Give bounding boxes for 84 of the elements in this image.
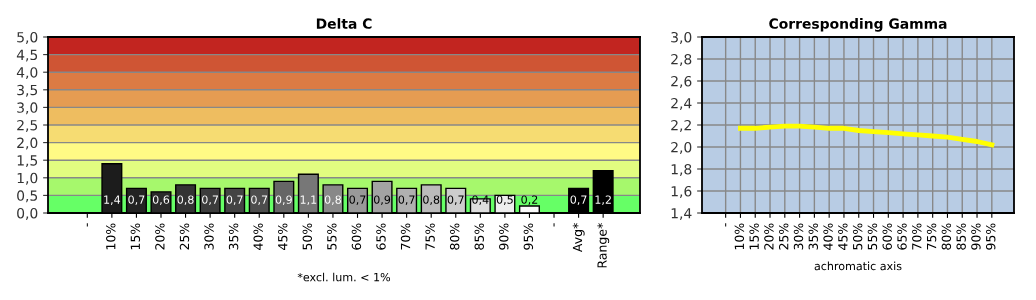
y-tick-label: 2,0 bbox=[671, 141, 692, 154]
x-tick-label: 20% bbox=[155, 223, 165, 250]
x-tick-label: 10% bbox=[734, 223, 745, 250]
y-tick-label: 2,0 bbox=[17, 137, 38, 150]
y-tick-label: 5,0 bbox=[17, 31, 38, 44]
x-tick-label: 70% bbox=[912, 223, 922, 250]
data-label: 0,7 bbox=[226, 195, 243, 205]
x-tick-label: 90% bbox=[499, 223, 509, 250]
x-tick-label: 15% bbox=[130, 223, 141, 250]
x-tick-label: 40% bbox=[253, 223, 263, 250]
y-tick-label: 3,0 bbox=[671, 31, 692, 44]
x-tick-label: 55% bbox=[327, 223, 337, 250]
y-tick-label: 4,5 bbox=[16, 49, 38, 62]
x-tick-label: 20% bbox=[764, 223, 774, 250]
y-tick-label: 1,0 bbox=[17, 172, 38, 185]
x-tick-label: 80% bbox=[449, 223, 460, 250]
y-tick-label: 0,5 bbox=[17, 190, 38, 203]
x-tick-label: 60% bbox=[351, 223, 362, 250]
x-tick-label: 75% bbox=[926, 223, 937, 250]
x-tick-label: 85% bbox=[474, 223, 484, 250]
x-tick-label: 95% bbox=[985, 223, 996, 250]
data-label: 0,7 bbox=[128, 195, 145, 205]
chart-title: Delta C bbox=[316, 18, 372, 29]
x-axis-title: achromatic axis bbox=[814, 261, 902, 271]
data-label: 1,2 bbox=[595, 195, 611, 205]
x-tick-label: 65% bbox=[376, 223, 386, 250]
x-tick-label: 85% bbox=[956, 223, 966, 250]
y-tick-label: 1,5 bbox=[17, 155, 38, 168]
line-series bbox=[738, 123, 995, 148]
x-tick-label: 80% bbox=[941, 223, 952, 250]
data-label: 0,6 bbox=[152, 195, 170, 205]
x-tick-label: - bbox=[725, 223, 727, 227]
data-label: 0,7 bbox=[447, 195, 464, 205]
y-tick-label: 3,0 bbox=[17, 102, 38, 115]
x-tick-label: 55% bbox=[867, 223, 878, 250]
data-label: 0,7 bbox=[251, 195, 268, 205]
x-tick-label: 35% bbox=[808, 223, 819, 250]
x-tick-label: 35% bbox=[228, 223, 239, 250]
y-tick-label: 2,4 bbox=[671, 97, 692, 110]
x-tick-label: 25% bbox=[778, 223, 789, 250]
chart-title: Corresponding Gamma bbox=[769, 18, 947, 32]
data-label: 0,7 bbox=[202, 195, 219, 205]
data-label: 0,7 bbox=[398, 195, 415, 205]
data-label: 0,8 bbox=[177, 195, 194, 205]
x-tick-label: 15% bbox=[749, 223, 759, 250]
data-label: 0,7 bbox=[570, 195, 587, 205]
y-tick-label: 1,8 bbox=[671, 163, 692, 176]
y-tick-label: 1,4 bbox=[671, 208, 692, 220]
x-tick-label: 70% bbox=[400, 223, 411, 250]
data-label: 1,4 bbox=[104, 195, 121, 205]
data-label: 0,2 bbox=[521, 195, 538, 205]
y-tick-label: 2,6 bbox=[671, 75, 692, 88]
y-tick-label: 0,0 bbox=[17, 207, 38, 220]
x-tick-label: 30% bbox=[793, 223, 804, 250]
x-tick-label: 45% bbox=[838, 223, 848, 250]
x-tick-label: 30% bbox=[204, 223, 214, 250]
x-tick-label: 90% bbox=[971, 223, 981, 250]
x-tick-label: 50% bbox=[302, 223, 313, 250]
x-tick-label: 65% bbox=[897, 223, 907, 250]
data-label: 1,1 bbox=[300, 195, 317, 205]
y-tick-label: 2,5 bbox=[17, 119, 38, 132]
x-tick-label: 45% bbox=[277, 223, 288, 250]
data-label: 0,8 bbox=[324, 195, 342, 205]
y-tick-label: 1,6 bbox=[671, 185, 692, 198]
x-tick-label: Avg* bbox=[572, 223, 585, 253]
data-label: 0,8 bbox=[423, 195, 440, 205]
x-tick-label: 40% bbox=[823, 223, 833, 250]
y-tick-label: 4,0 bbox=[16, 67, 38, 80]
y-tick-label: 3,5 bbox=[17, 84, 38, 97]
text: *excl. lum. < 1% bbox=[297, 272, 391, 282]
x-tick-label: 60% bbox=[882, 223, 892, 250]
x-tick-label: 95% bbox=[523, 223, 534, 250]
y-tick-label: 2,2 bbox=[671, 119, 691, 132]
x-tick-label: - bbox=[86, 223, 88, 227]
data-label: 0,9 bbox=[373, 195, 391, 205]
x-tick-label: 75% bbox=[425, 223, 435, 250]
x-tick-label: Range* bbox=[597, 223, 610, 268]
data-label: 0,9 bbox=[275, 195, 292, 205]
data-label: 0,7 bbox=[349, 195, 366, 205]
x-tick-label: - bbox=[553, 223, 555, 227]
x-tick-label: 50% bbox=[852, 223, 863, 250]
x-tick-label: 10% bbox=[106, 223, 116, 250]
x-tick-label: 25% bbox=[179, 223, 190, 250]
y-tick-label: 2,8 bbox=[671, 53, 692, 66]
